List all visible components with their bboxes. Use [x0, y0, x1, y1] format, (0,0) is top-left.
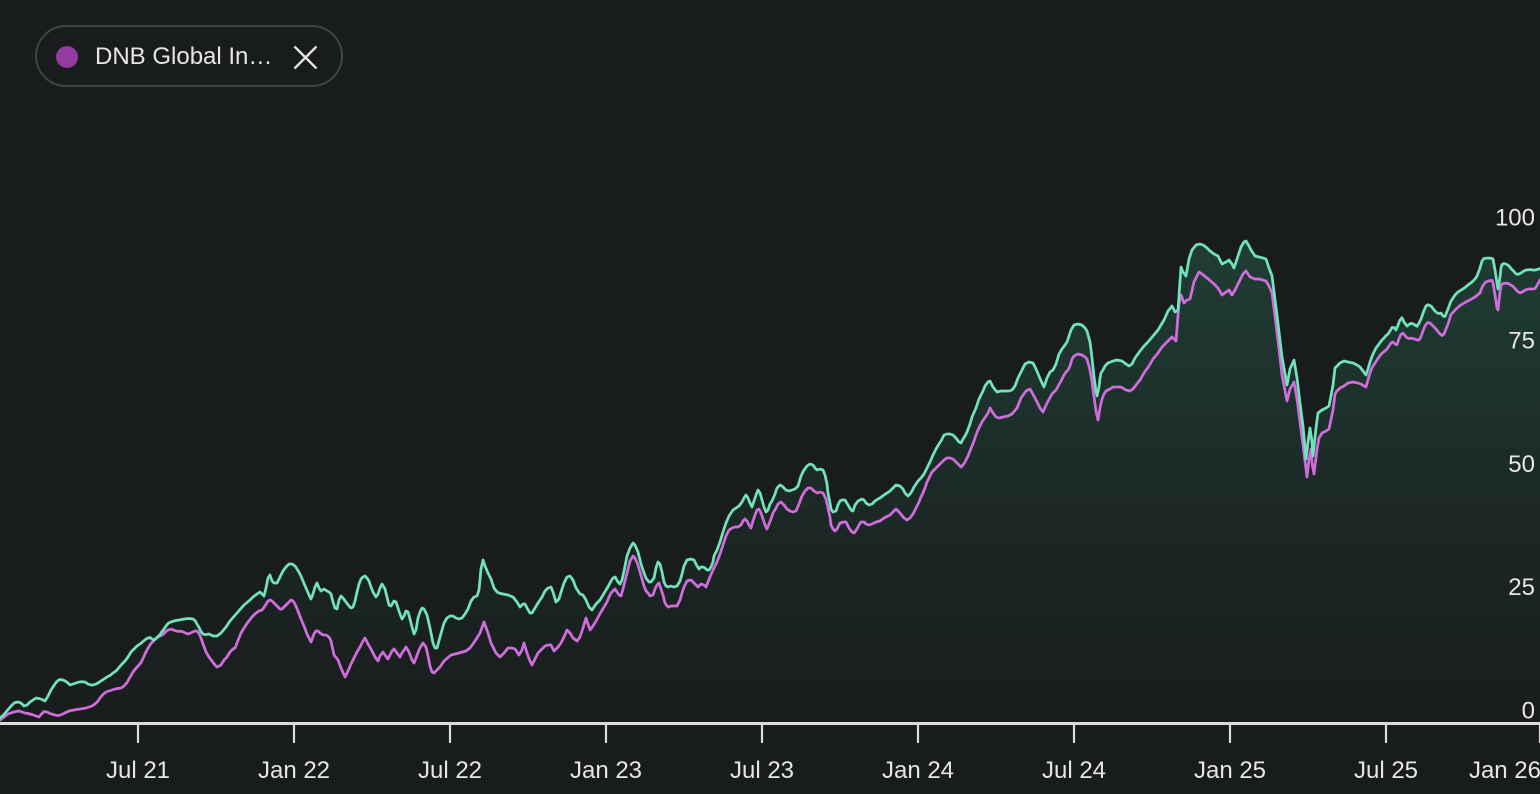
svg-text:Jan 24: Jan 24	[882, 757, 954, 784]
svg-text:Jul 23: Jul 23	[730, 757, 794, 784]
svg-text:0: 0	[1522, 698, 1535, 725]
svg-text:25: 25	[1508, 574, 1535, 601]
svg-text:Jan 22: Jan 22	[258, 757, 330, 784]
svg-text:Jan 23: Jan 23	[570, 757, 642, 784]
svg-text:Jan 26: Jan 26	[1469, 757, 1540, 784]
svg-text:Jul 21: Jul 21	[106, 757, 170, 784]
svg-text:Jan 25: Jan 25	[1194, 757, 1266, 784]
svg-text:50: 50	[1508, 451, 1535, 478]
svg-text:Jul 22: Jul 22	[418, 757, 482, 784]
svg-text:Jul 25: Jul 25	[1354, 757, 1418, 784]
svg-text:75: 75	[1508, 328, 1535, 355]
svg-text:Jul 24: Jul 24	[1042, 757, 1106, 784]
svg-text:100: 100	[1495, 204, 1535, 231]
